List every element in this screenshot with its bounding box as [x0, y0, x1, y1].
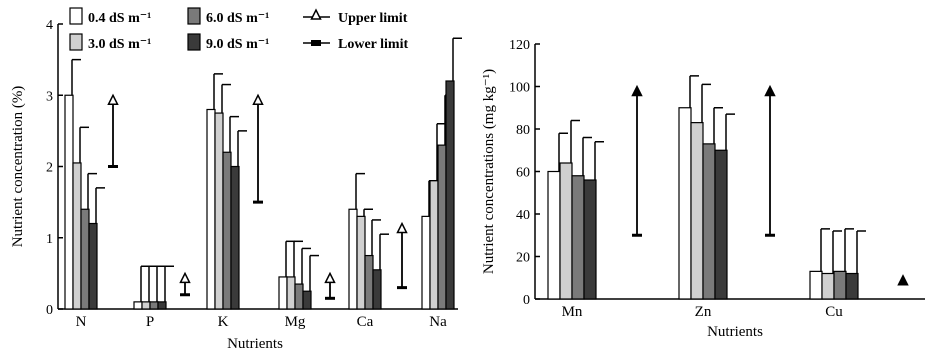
bar-Mg-s3	[294, 283, 304, 310]
legend: 0.4 dS m⁻¹ 3.0 dS m⁻¹ 6.0 dS m⁻¹ 9.0 dS m⁻¹…	[69, 7, 408, 52]
y-tick-label: 40	[516, 208, 530, 223]
x-tick-label: P	[146, 314, 154, 330]
y-axis-title: Nutrient concentrations (mg kg⁻¹)	[481, 69, 497, 274]
x-tick-label: Mg	[285, 314, 306, 330]
bar-Na-s2	[429, 180, 439, 310]
bar-P-s2	[141, 301, 151, 310]
bar-Ca-s2	[356, 215, 366, 310]
legend-swatch-s2	[69, 33, 83, 51]
upper-limit-N	[107, 93, 119, 105]
bar-Cu-s1	[809, 270, 823, 300]
bar-P-s4	[157, 301, 167, 310]
y-tick-label: 2	[46, 161, 53, 176]
bar-N-s2	[72, 162, 82, 310]
legend-swatch-s3	[187, 7, 201, 25]
bar-P-s3	[149, 301, 159, 310]
bar-Na-s4	[445, 80, 455, 310]
bar-Zn-s4	[714, 149, 728, 300]
bar-Na-s3	[437, 144, 447, 310]
bar-Cu-s3	[833, 270, 847, 300]
bar-Zn-s2	[690, 122, 704, 300]
right-chart: 0 20 40 60 80 100 120 Nutrient concentrations (…	[481, 38, 925, 340]
legend-lower-icon	[311, 40, 321, 46]
legend-swatch-s4	[187, 33, 201, 51]
bar-P-s1	[133, 301, 143, 310]
bar-Mg-s1	[278, 276, 288, 310]
bar-Cu-s2	[821, 272, 835, 300]
left-chart: 0 1 2 3 4 Nutrient concentration (%) Nutrients…	[10, 18, 462, 352]
upper-limit-K	[252, 93, 264, 105]
y-tick-label: 100	[509, 81, 530, 96]
bar-Mn-s4	[583, 179, 597, 300]
x-tick-label: Cu	[825, 304, 843, 320]
bar-Mn-s3	[571, 175, 585, 300]
upper-limit-Mn	[631, 84, 643, 97]
x-axis-title: Nutrients	[227, 336, 283, 352]
y-tick-label: 3	[46, 89, 53, 104]
bar-Zn-s1	[678, 107, 692, 300]
bar-Cu-s4	[845, 272, 859, 300]
bar-Mg-s2	[286, 276, 296, 310]
y-tick-label: 20	[516, 251, 530, 266]
y-tick-label: 0	[523, 293, 530, 308]
y-tick-label: 4	[46, 18, 53, 33]
bar-K-s2	[214, 112, 224, 310]
x-tick-label: Mn	[562, 304, 583, 320]
upper-limit-Zn	[764, 84, 776, 97]
x-tick-label: Ca	[357, 314, 374, 330]
bar-N-s1	[64, 94, 74, 310]
y-tick-label: 60	[516, 166, 530, 181]
x-axis-title: Nutrients	[707, 324, 763, 340]
x-tick-label: Na	[429, 314, 447, 330]
legend-upper-label: Upper limit	[338, 11, 408, 26]
x-tick-label: Zn	[695, 304, 712, 320]
bar-Mg-s4	[302, 290, 312, 310]
y-tick-label: 0	[46, 303, 53, 318]
legend-swatch-s1	[69, 7, 83, 25]
legend-lower-label: Lower limit	[338, 37, 408, 52]
bar-Mn-s2	[559, 162, 573, 300]
upper-limit-Mg	[324, 271, 336, 284]
legend-label-s2: 3.0 dS m⁻¹	[88, 37, 151, 52]
upper-limit-Ca	[396, 221, 408, 234]
limit-marker-Cu	[897, 274, 909, 286]
x-tick-label: K	[218, 314, 229, 330]
bar-K-s4	[230, 165, 240, 310]
bar-Zn-s3	[702, 143, 716, 300]
bar-Na-s1	[421, 215, 431, 310]
y-tick-label: 1	[46, 232, 53, 247]
x-tick-label: N	[76, 314, 87, 330]
y-axis-title: Nutrient concentration (%)	[10, 86, 26, 248]
bar-Ca-s4	[372, 269, 382, 310]
bar-K-s3	[222, 151, 232, 310]
upper-limit-P	[179, 271, 191, 284]
bar-Ca-s1	[348, 208, 358, 310]
bar-Ca-s3	[364, 254, 374, 310]
bar-N-s3	[80, 208, 90, 310]
bar-K-s1	[206, 108, 216, 310]
legend-label-s3: 6.0 dS m⁻¹	[206, 11, 269, 26]
legend-label-s4: 9.0 dS m⁻¹	[206, 37, 269, 52]
y-tick-label: 80	[516, 123, 530, 138]
bar-N-s4	[88, 222, 98, 310]
legend-upper-icon	[310, 8, 322, 20]
legend-label-s1: 0.4 dS m⁻¹	[88, 11, 151, 26]
bar-Mn-s1	[547, 170, 561, 300]
y-tick-label: 120	[509, 38, 530, 53]
